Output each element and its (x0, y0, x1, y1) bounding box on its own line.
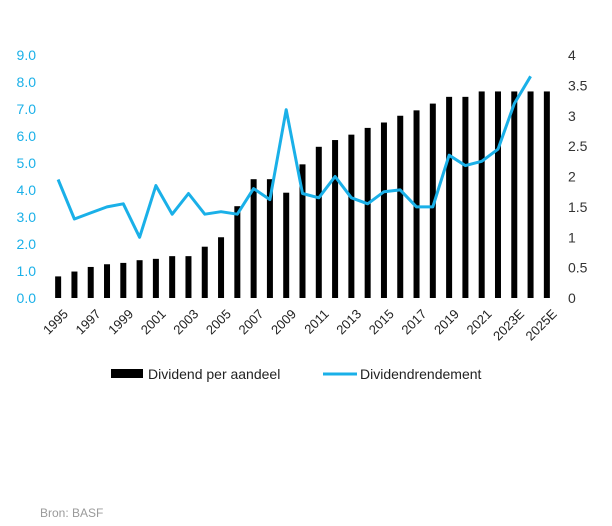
dividend-bar (201, 246, 208, 298)
dividend-bar (71, 271, 78, 298)
x-axis-tick: 2017 (398, 306, 429, 337)
x-axis: 1995 1997 1999 2001 2003 2005 2007 2009 2011 2013… (40, 306, 560, 343)
x-axis-tick: 1999 (105, 306, 136, 337)
dividend-bar (429, 103, 436, 298)
left-axis-tick: 3.0 (17, 209, 37, 225)
dividend-bar (364, 127, 371, 299)
dividend-bar (87, 266, 94, 298)
right-axis-tick: 2 (568, 169, 576, 185)
x-axis-tick: 2019 (431, 306, 462, 337)
left-axis-tick: 8.0 (17, 74, 37, 90)
right-axis-tick: 2.5 (568, 138, 588, 154)
right-axis-tick: 1 (568, 229, 576, 245)
dividend-bar (462, 96, 469, 298)
dividend-bar (348, 134, 355, 298)
right-axis-tick: 0 (568, 290, 576, 306)
left-axis-tick: 0.0 (17, 290, 37, 306)
left-y-axis: 0.0 1.0 2.0 3.0 4.0 5.0 6.0 7.0 8.0 9.0 (17, 47, 37, 306)
right-axis-tick: 3.5 (568, 77, 588, 93)
dividend-bar (234, 206, 241, 298)
dividend-bar (511, 91, 518, 298)
right-axis-tick: 4 (568, 47, 576, 63)
x-axis-tick: 1995 (40, 306, 71, 337)
dividend-bar (446, 96, 453, 298)
left-axis-tick: 6.0 (17, 128, 37, 144)
right-axis-tick: 0.5 (568, 260, 588, 276)
dividend-bar (266, 179, 273, 298)
dividend-bars (55, 91, 550, 299)
dividend-bar (169, 256, 176, 298)
dividend-bar (185, 256, 192, 298)
left-axis-tick: 9.0 (17, 47, 37, 63)
yield-line (56, 75, 532, 239)
dividend-bar (136, 260, 143, 298)
right-y-axis: 0 0.5 1 1.5 2 2.5 3 3.5 4 (568, 47, 588, 306)
dividend-bar (55, 276, 62, 298)
dividend-bar (299, 164, 306, 298)
dividend-bar (543, 91, 550, 298)
x-axis-tick: 2025E (523, 306, 560, 343)
x-axis-tick: 2015 (366, 306, 397, 337)
x-axis-tick: 2013 (333, 306, 364, 337)
dividend-bar (218, 237, 225, 298)
x-axis-tick: 1997 (73, 306, 104, 337)
left-axis-tick: 7.0 (17, 101, 37, 117)
source-note: Bron: BASF (40, 506, 104, 520)
left-axis-tick: 1.0 (17, 263, 37, 279)
legend-label-yield: Dividendrendement (360, 366, 482, 382)
legend-label-dividend: Dividend per aandeel (148, 366, 280, 382)
x-axis-tick: 2023E (490, 306, 527, 343)
x-axis-tick: 2005 (203, 306, 234, 337)
dividend-bar (315, 146, 322, 298)
dividend-bar (332, 140, 339, 298)
right-axis-tick: 1.5 (568, 199, 588, 215)
legend-swatch-dividend (111, 369, 143, 378)
dividend-bar (104, 264, 111, 298)
dividend-bar (527, 91, 534, 298)
x-axis-tick: 2007 (235, 306, 266, 337)
left-axis-tick: 4.0 (17, 182, 37, 198)
left-axis-tick: 5.0 (17, 155, 37, 171)
x-axis-tick: 2011 (301, 306, 331, 336)
dividend-bar (478, 91, 485, 298)
dividend-bar (413, 110, 420, 298)
dividend-bar (380, 122, 387, 298)
dividend-bar (250, 179, 257, 298)
x-axis-tick: 2001 (138, 306, 169, 337)
dividend-bar (397, 115, 404, 298)
x-axis-tick: 2003 (170, 306, 201, 337)
dividend-bar (120, 262, 127, 298)
yield-line-path (56, 75, 532, 239)
dividend-bar (152, 258, 159, 298)
right-axis-tick: 3 (568, 108, 576, 124)
legend: Dividend per aandeel Dividendrendement (111, 366, 482, 382)
left-axis-tick: 2.0 (17, 236, 37, 252)
x-axis-tick: 2009 (268, 306, 299, 337)
dividend-bar (283, 192, 290, 298)
dividend-bar (494, 91, 501, 298)
